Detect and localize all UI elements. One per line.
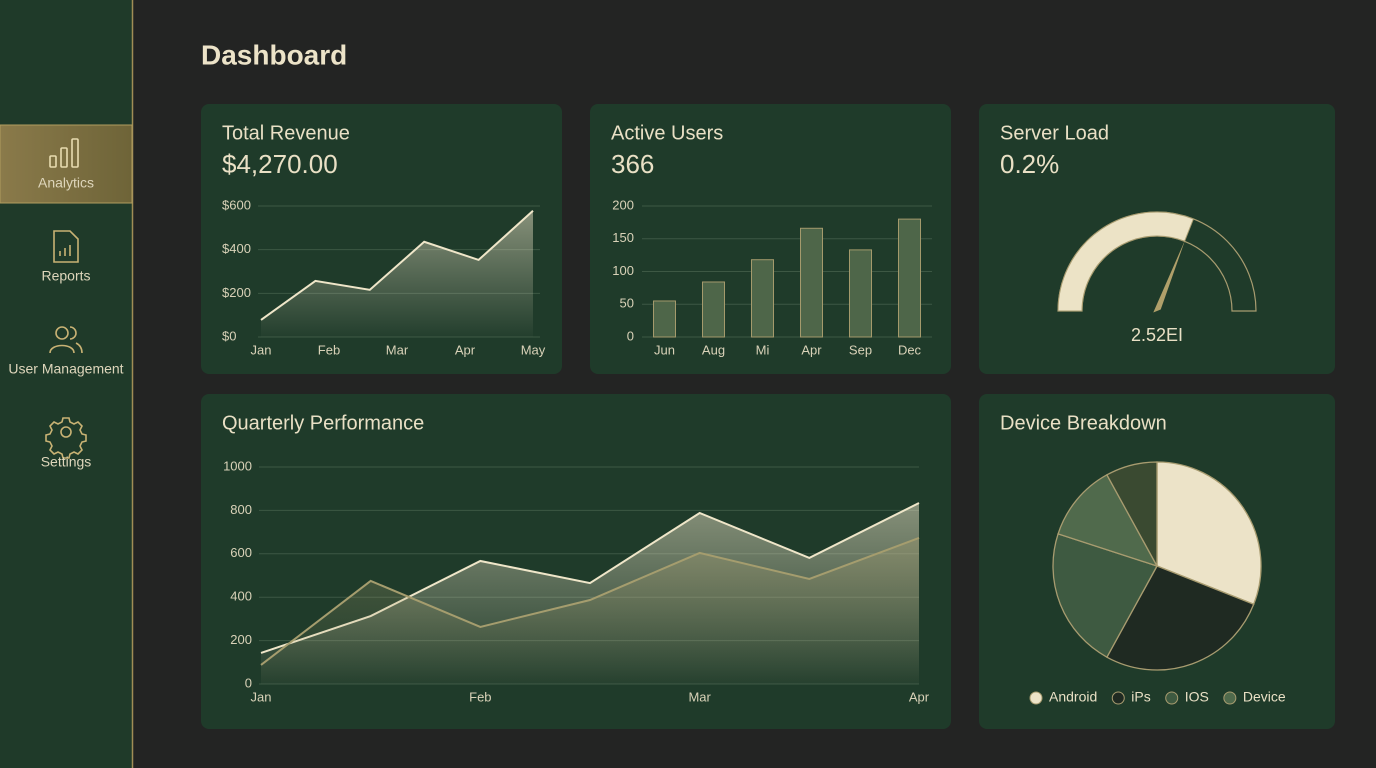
- y-tick-label: 100: [612, 263, 634, 278]
- x-tick-label: Apr: [801, 342, 822, 357]
- pie-slice: [1156, 461, 1262, 606]
- area-fill: [261, 537, 919, 684]
- nav-label: Settings: [41, 454, 92, 470]
- x-tick-label: Mi: [756, 342, 770, 357]
- nav-label: Reports: [41, 268, 90, 284]
- gauge-fill: [1057, 211, 1195, 312]
- card-value: 366: [611, 149, 654, 179]
- y-tick-label: 800: [230, 502, 252, 517]
- bar: [653, 300, 676, 338]
- x-tick-label: Aug: [702, 342, 725, 357]
- area-fill: [261, 210, 533, 337]
- bar: [849, 249, 872, 338]
- y-tick-label: 1000: [223, 458, 252, 473]
- gauge-label: 2.52EI: [1131, 325, 1183, 345]
- bar: [751, 259, 774, 338]
- card-title: Total Revenue: [222, 122, 350, 144]
- y-tick-label: $400: [222, 241, 251, 256]
- line: [260, 537, 920, 666]
- y-tick-label: 0: [245, 675, 252, 690]
- legend-label: IOS: [1185, 689, 1209, 705]
- sidebar: [0, 0, 133, 768]
- pie-slice: [1106, 461, 1158, 567]
- x-tick-label: May: [521, 342, 546, 357]
- nav-users[interactable]: User Management: [8, 326, 124, 377]
- y-tick-label: $200: [222, 285, 251, 300]
- legend-label: Device: [1243, 689, 1286, 705]
- nav-active-bg: [0, 124, 133, 204]
- nav-label: User Management: [8, 361, 123, 377]
- settings-icon: [45, 417, 87, 459]
- card-title: Quarterly Performance: [222, 412, 424, 434]
- x-tick-label: Dec: [898, 342, 922, 357]
- x-tick-label: Jan: [251, 689, 272, 704]
- pie-slice: [1052, 533, 1158, 659]
- x-tick-label: Mar: [386, 342, 409, 357]
- y-tick-label: 200: [612, 197, 634, 212]
- legend-swatch: [1111, 691, 1125, 705]
- y-tick-label: 50: [620, 296, 634, 311]
- y-tick-label: 400: [230, 589, 252, 604]
- card-value: 0.2%: [1000, 149, 1059, 179]
- card-title: Device Breakdown: [1000, 412, 1167, 434]
- y-tick-label: $600: [222, 197, 251, 212]
- y-tick-label: 600: [230, 545, 252, 560]
- x-tick-label: Sep: [849, 342, 872, 357]
- x-tick-label: Feb: [318, 342, 340, 357]
- gauge-needle: [1153, 239, 1186, 313]
- x-tick-label: Apr: [909, 689, 930, 704]
- legend-swatch: [1165, 691, 1179, 705]
- legend-label: iPs: [1131, 689, 1150, 705]
- nav-reports[interactable]: Reports: [41, 230, 91, 284]
- reports-icon: [53, 230, 79, 263]
- users-icon: [49, 326, 83, 354]
- pie-slice: [1057, 473, 1159, 568]
- x-tick-label: Apr: [455, 342, 476, 357]
- x-tick-label: Feb: [469, 689, 491, 704]
- y-tick-label: 200: [230, 632, 252, 647]
- nav-analytics[interactable]: Analytics: [38, 138, 94, 191]
- legend-swatch: [1029, 691, 1043, 705]
- y-tick-label: $0: [222, 328, 236, 343]
- legend-label: Android: [1049, 689, 1097, 705]
- pie-slice: [1106, 565, 1255, 671]
- nav-settings[interactable]: Settings: [41, 417, 92, 470]
- bar: [702, 281, 725, 338]
- x-tick-label: Mar: [688, 689, 711, 704]
- y-tick-label: 150: [612, 230, 634, 245]
- legend-swatch: [1223, 691, 1237, 705]
- x-tick-label: Jan: [251, 342, 272, 357]
- analytics-icon: [49, 138, 79, 168]
- nav-label: Analytics: [38, 175, 94, 191]
- card-value: $4,270.00: [222, 149, 338, 179]
- y-tick-label: 0: [627, 328, 634, 343]
- page-title: Dashboard: [201, 39, 347, 70]
- x-tick-label: Jun: [654, 342, 675, 357]
- bar: [800, 227, 823, 338]
- bar: [898, 218, 921, 338]
- line: [260, 210, 534, 321]
- card-title: Active Users: [611, 122, 723, 144]
- card-title: Server Load: [1000, 122, 1109, 144]
